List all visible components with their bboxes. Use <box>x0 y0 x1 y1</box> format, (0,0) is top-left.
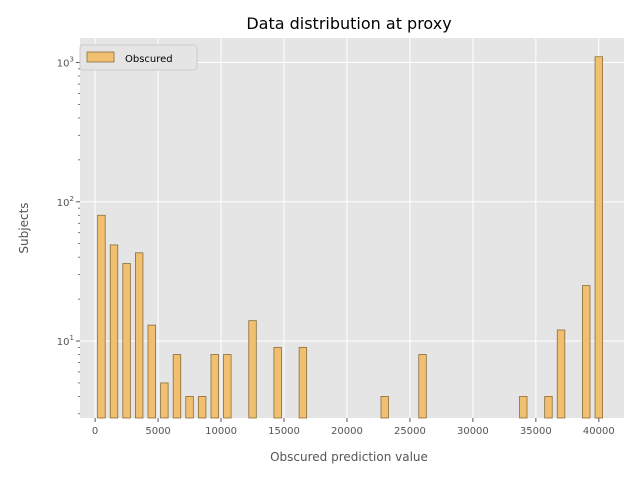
plot-background <box>80 38 624 418</box>
legend-box <box>79 44 198 71</box>
x-tick-label: 0 <box>92 426 98 437</box>
x-tick-label: 15000 <box>268 426 300 437</box>
bar <box>135 252 144 419</box>
legend: Obscured <box>79 44 198 71</box>
x-tick-label: 25000 <box>394 426 426 437</box>
bar <box>556 329 566 419</box>
bar <box>380 396 389 419</box>
bar <box>147 324 156 419</box>
x-axis-label: Obscured prediction value <box>270 450 428 464</box>
bar <box>298 346 308 419</box>
bar <box>544 396 553 419</box>
bar <box>210 354 219 419</box>
legend-label: Obscured <box>125 54 173 65</box>
x-tick-label: 40000 <box>583 426 615 437</box>
x-tick-label: 10000 <box>205 426 237 437</box>
bar <box>122 263 131 419</box>
y-axis-label: Subjects <box>17 202 31 253</box>
y-tick-label: 102 <box>57 195 74 209</box>
bar <box>582 285 591 419</box>
legend-swatch <box>86 51 115 63</box>
bar <box>160 382 169 419</box>
bar <box>273 346 282 419</box>
bar <box>594 56 603 419</box>
chart-title: Data distribution at proxy <box>246 14 451 33</box>
x-tick-label: 20000 <box>331 426 363 437</box>
y-tick-label: 103 <box>57 56 74 70</box>
bar <box>97 214 106 419</box>
bar <box>172 354 182 419</box>
x-tick-label: 5000 <box>145 426 170 437</box>
y-ticks: 101 102 103 <box>57 56 80 415</box>
y-tick-label: 101 <box>57 334 74 348</box>
bar <box>109 244 119 419</box>
bar <box>197 396 207 419</box>
bar <box>185 396 194 419</box>
bar <box>418 354 427 419</box>
bar <box>223 354 232 419</box>
bar <box>519 396 528 419</box>
x-tick-label: 30000 <box>457 426 489 437</box>
bar <box>248 320 257 419</box>
x-tick-label: 35000 <box>520 426 552 437</box>
x-ticks: 0 5000 10000 15000 20000 25000 30000 35000 40000 <box>92 418 615 437</box>
